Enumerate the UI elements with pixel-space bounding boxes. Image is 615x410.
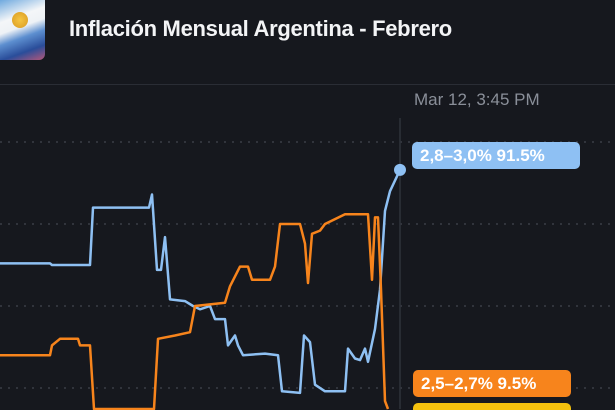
header-divider bbox=[0, 84, 615, 85]
series-label-blue: 2,8–3,0% 91.5% bbox=[412, 142, 580, 169]
current-point-marker bbox=[394, 163, 406, 176]
market-title: Inflación Mensual Argentina - Febrero bbox=[69, 16, 452, 41]
argentina-flag-icon bbox=[0, 0, 45, 60]
sun-of-may-icon bbox=[12, 12, 28, 28]
series-label-orange: 2,5–2,7% 9.5% bbox=[413, 370, 571, 397]
series-line-1 bbox=[0, 212, 390, 410]
hover-timestamp: Mar 12, 3:45 PM bbox=[414, 90, 540, 109]
series-label-yellow bbox=[413, 403, 571, 410]
series-line-0 bbox=[0, 169, 402, 395]
